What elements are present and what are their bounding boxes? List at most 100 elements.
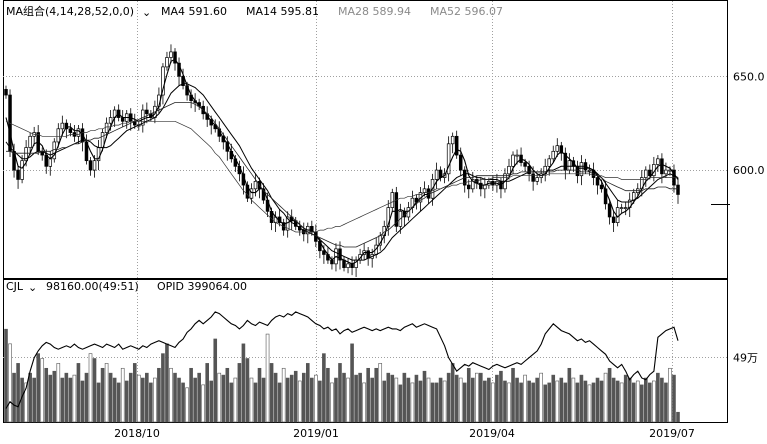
volume-bar <box>543 384 548 423</box>
volume-bar <box>595 377 600 423</box>
candlestick-body <box>394 192 399 227</box>
volume-bar <box>205 363 209 423</box>
volume-bar <box>535 377 539 423</box>
volume-bar <box>322 353 326 423</box>
volume-bar <box>458 377 463 423</box>
price-axis-tick-label: 600.0 <box>733 164 765 177</box>
volume-bar <box>567 367 572 423</box>
volume-bar <box>225 367 230 423</box>
volume-bar <box>442 380 447 423</box>
volume-bar <box>100 367 105 423</box>
volume-bar <box>551 374 556 423</box>
ma-line-ma28 <box>6 102 678 248</box>
volume-bar <box>314 374 318 423</box>
volume-bar <box>547 382 552 423</box>
volume-bar <box>261 377 266 423</box>
candlestick-body <box>523 162 527 167</box>
candlestick-body <box>446 143 451 175</box>
candlestick-body <box>611 216 616 223</box>
candlestick-body <box>422 188 427 193</box>
volume-bar <box>301 372 306 423</box>
volume-bar <box>120 367 125 423</box>
volume-bar <box>619 382 624 423</box>
volume-bar <box>434 382 439 423</box>
volume-bar <box>354 374 358 423</box>
candlestick-body <box>587 169 592 172</box>
volume-bar <box>466 367 471 423</box>
volume-bar <box>48 374 53 423</box>
volume-bar <box>660 377 664 423</box>
volume-bar <box>326 367 330 423</box>
volume-bar <box>386 372 391 423</box>
volume-bar <box>446 372 451 423</box>
volume-bar <box>233 377 238 423</box>
volume-bar <box>579 374 584 423</box>
volume-bar <box>491 382 495 423</box>
volume-bar <box>611 377 616 423</box>
volume-bar <box>603 372 608 423</box>
candlestick-body <box>28 135 32 148</box>
volume-bar <box>627 377 632 423</box>
date-axis-tick-label: 2019/07 <box>649 427 695 440</box>
volume-bar <box>96 382 101 423</box>
volume-bar <box>370 377 374 423</box>
volume-bar <box>519 382 523 423</box>
volume-indicator-label[interactable]: CJL <box>6 280 24 293</box>
volume-bar <box>676 411 680 423</box>
volume-bar <box>141 377 145 423</box>
volume-bar <box>587 384 592 423</box>
candlestick-body <box>531 173 535 182</box>
volume-bar <box>104 363 109 423</box>
volume-bar <box>64 372 69 423</box>
volume-bar <box>76 363 81 423</box>
volume-bar <box>80 380 85 423</box>
chevron-down-icon[interactable]: ⌄ <box>142 6 151 19</box>
volume-bar <box>189 367 193 423</box>
volume-bar <box>438 377 443 423</box>
ma52-value: MA52 596.07 <box>430 5 503 18</box>
axis-labels: 650.0 600.0 49万 2018/10 2019/01 2019/04 2019/0… <box>114 70 764 440</box>
volume-bar <box>285 377 290 423</box>
volume-bar <box>201 384 205 423</box>
volume-bar <box>539 372 543 423</box>
candlestick-body <box>567 160 572 171</box>
volume-bar <box>257 367 262 423</box>
volume-bar <box>334 377 338 423</box>
volume-bar <box>414 374 419 423</box>
candlestick-body <box>342 259 346 268</box>
volume-bar <box>213 338 218 423</box>
candlestick-body <box>165 57 169 68</box>
candlestick-body <box>631 192 636 201</box>
volume-bar <box>4 328 8 423</box>
volume-bar <box>68 377 73 423</box>
ma-indicator-label[interactable]: MA组合(4,14,28,52,0,0) <box>6 4 134 18</box>
candlestick-body <box>390 192 395 208</box>
ma28-value: MA28 589.94 <box>338 5 411 18</box>
volume-bar <box>177 377 181 423</box>
volume-bar <box>559 377 564 423</box>
volume-bar <box>672 374 676 423</box>
volume-bar <box>527 380 531 423</box>
ma-line-ma14 <box>5 83 679 261</box>
candlestick-body <box>507 165 511 175</box>
candlestick-body <box>555 145 560 152</box>
volume-bar <box>366 367 370 423</box>
volume-bar <box>402 372 407 423</box>
volume-bar <box>92 358 97 423</box>
volume-bar <box>575 382 580 423</box>
volume-bar <box>398 384 403 423</box>
volume-bar <box>169 367 173 423</box>
chevron-down-icon[interactable]: ⌄ <box>28 281 37 294</box>
volume-bar <box>382 380 387 423</box>
candlestick-body <box>76 128 81 137</box>
candlestick-body <box>245 184 250 199</box>
candlestick-body <box>386 207 391 227</box>
candlestick-body <box>527 165 531 175</box>
volume-bar <box>450 363 455 423</box>
volume-bar <box>185 387 189 423</box>
candlestick-body <box>249 188 254 199</box>
candlestick-body <box>547 158 551 167</box>
candlestick-body <box>599 184 604 190</box>
volume-bar <box>128 372 133 423</box>
